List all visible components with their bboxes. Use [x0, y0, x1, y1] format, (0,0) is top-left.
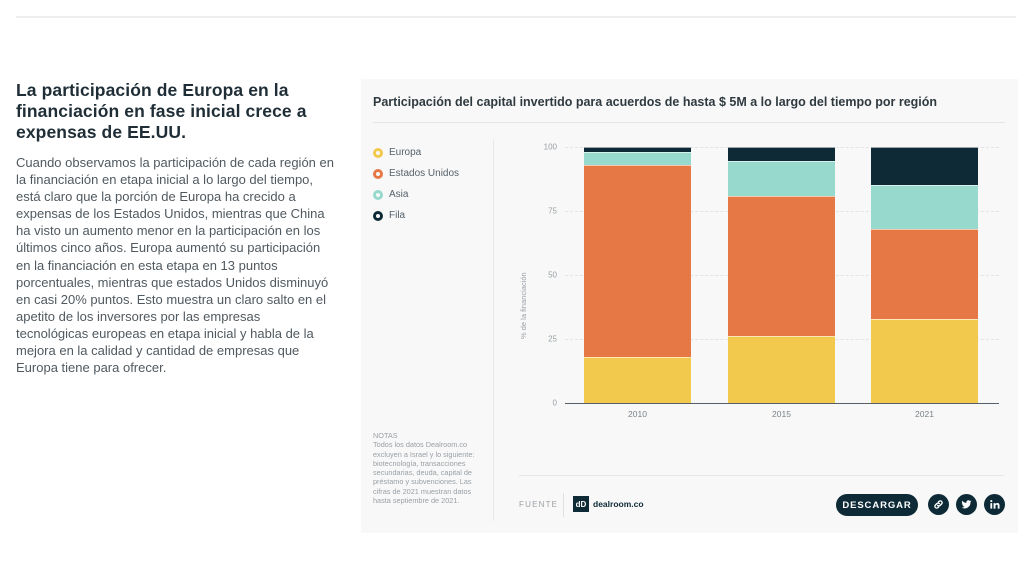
chart-legend: Europa Estados Unidos Asia Fila: [373, 142, 459, 226]
article-section: La participación de Europa en la financi…: [16, 80, 334, 376]
legend-item-europa[interactable]: Europa: [373, 142, 459, 163]
bar-segment-fila[interactable]: [871, 147, 978, 186]
x-tick-label: 2010: [628, 409, 647, 419]
legend-circle-icon: [373, 210, 383, 221]
y-tick-label: 25: [548, 334, 557, 344]
bar-segment-estados-unidos[interactable]: [871, 228, 978, 319]
y-tick-label: 75: [548, 206, 557, 216]
y-tick-label: 0: [552, 398, 557, 408]
bar-segment-asia[interactable]: [728, 161, 835, 196]
bar-2015[interactable]: [728, 147, 835, 403]
legend-label: Estados Unidos: [389, 168, 460, 179]
bar-segment-europa[interactable]: [871, 318, 978, 403]
link-icon: [934, 500, 943, 509]
article-body: Cuando observamos la participación de ca…: [16, 155, 334, 376]
notes-text: Todos los datos Dealroom.co excluyen a I…: [373, 440, 475, 506]
bar-segment-estados-unidos[interactable]: [728, 195, 835, 337]
source-name: dealroom.co: [593, 499, 644, 509]
chart-notes: NOTAS Todos los datos Dealroom.co excluy…: [373, 431, 485, 505]
bar-segment-europa[interactable]: [584, 356, 691, 403]
legend-label: Asia: [389, 189, 409, 200]
legend-item-fila[interactable]: Fila: [373, 205, 459, 226]
chart-card: Participación del capital invertido para…: [361, 79, 1018, 533]
twitter-share-button[interactable]: [956, 494, 977, 515]
legend-circle-icon: [373, 189, 383, 200]
y-axis-title: % de la financiación: [519, 272, 528, 339]
bar-segment-asia[interactable]: [584, 152, 691, 165]
linkedin-icon: [990, 500, 1000, 509]
bar-segment-europa[interactable]: [728, 336, 835, 403]
bar-segment-estados-unidos[interactable]: [584, 164, 691, 357]
legend-item-estados-unidos[interactable]: Estados Unidos: [373, 163, 459, 184]
legend-label: Europa: [389, 147, 422, 158]
top-divider: [16, 16, 1016, 18]
legend-circle-icon: [373, 147, 383, 158]
bar-2010[interactable]: [584, 147, 691, 403]
linkedin-share-button[interactable]: [984, 494, 1005, 515]
legend-circle-icon: [373, 168, 383, 179]
y-tick-label: 50: [548, 270, 557, 280]
notes-title: NOTAS: [373, 431, 398, 440]
dealroom-logo-icon: dD: [573, 496, 589, 512]
legend-divider: [493, 139, 494, 521]
bar-segment-asia[interactable]: [871, 185, 978, 229]
twitter-icon: [961, 500, 972, 509]
chart-title: Participación del capital invertido para…: [373, 95, 938, 109]
x-axis-line: [565, 403, 999, 404]
bar-2021[interactable]: [871, 147, 978, 403]
bar-segment-fila[interactable]: [728, 147, 835, 162]
copy-link-button[interactable]: [928, 494, 949, 515]
source-separator: [563, 493, 564, 517]
footer-divider: [519, 475, 1004, 476]
download-button[interactable]: DESCARGAR: [836, 494, 918, 516]
bar-segment-fila[interactable]: [584, 147, 691, 153]
stacked-bar-chart: % de la financiación 0 25 50 75 100 2010 2015 2…: [519, 139, 1011, 439]
legend-item-asia[interactable]: Asia: [373, 184, 459, 205]
x-tick-label: 2015: [772, 409, 791, 419]
legend-label: Fila: [389, 210, 406, 221]
title-divider: [373, 122, 1005, 123]
y-tick-label: 100: [543, 142, 557, 152]
article-heading: La participación de Europa en la financi…: [16, 80, 307, 142]
x-tick-label: 2021: [915, 409, 934, 419]
source-label: FUENTE: [519, 500, 559, 509]
source-brand[interactable]: dD dealroom.co: [573, 496, 644, 512]
